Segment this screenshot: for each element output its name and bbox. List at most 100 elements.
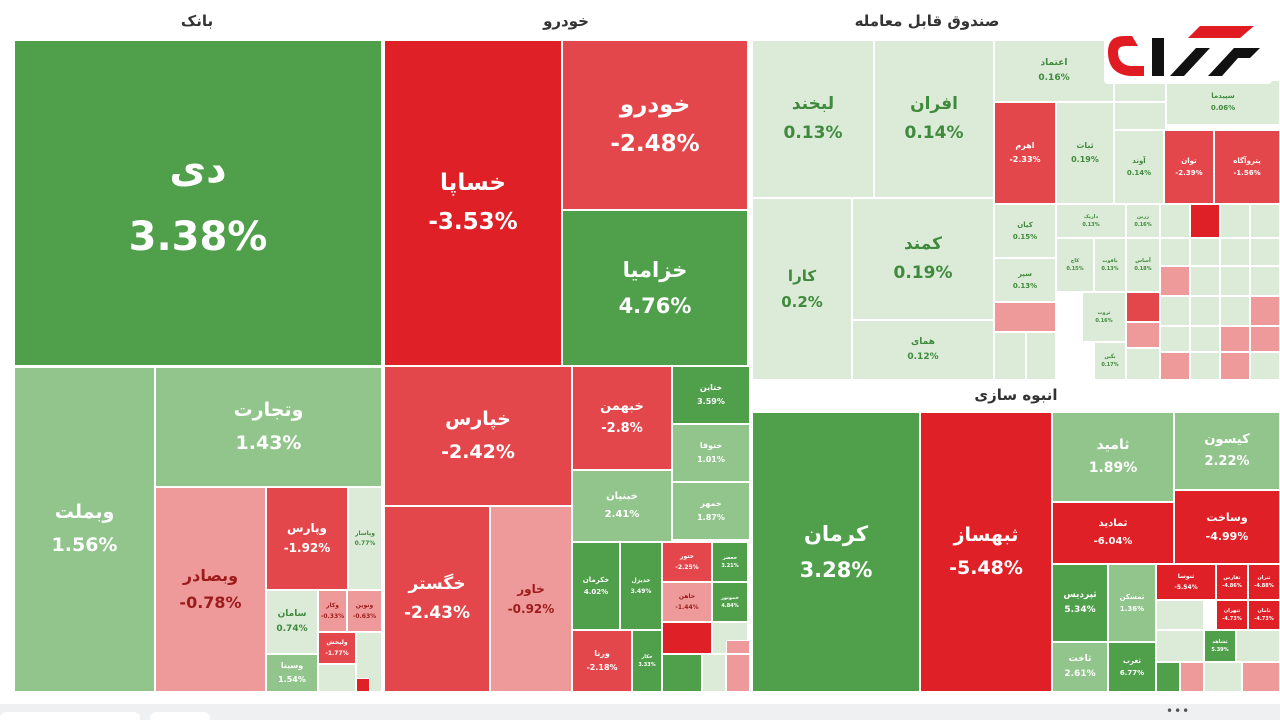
treemap-tile[interactable]: خکار 3.33% [632,630,662,692]
treemap-tile[interactable]: خگستر -2.43% [384,506,490,692]
treemap-tile-minor[interactable] [1180,662,1204,692]
treemap-tile-minor[interactable] [726,640,750,654]
treemap-tile-minor[interactable] [1160,326,1190,352]
treemap-tile-minor[interactable] [1250,352,1280,380]
treemap-tile[interactable]: کیسون 2.22% [1174,412,1280,490]
tab-placeholder[interactable] [0,712,140,720]
treemap-tile[interactable]: پتروآگاه -1.56% [1214,130,1280,204]
treemap-tile[interactable]: خودرو -2.48% [562,40,748,210]
treemap-tile[interactable]: اهرم -2.33% [994,102,1056,204]
treemap-tile-minor[interactable] [726,654,750,692]
treemap-tile-minor[interactable] [1220,326,1250,352]
treemap-tile-minor[interactable] [1220,296,1250,326]
treemap-tile-minor[interactable] [1156,662,1180,692]
more-icon[interactable]: ••• [1166,704,1191,718]
treemap-tile[interactable]: ختوقا 1.01% [672,424,750,482]
treemap-tile[interactable]: ثشاهد 5.39% [1204,630,1236,662]
treemap-tile[interactable]: وپاسار 0.77% [348,487,382,590]
treemap-tile[interactable]: وتجارت 1.43% [155,367,382,487]
treemap-tile[interactable]: ونوین -0.63% [347,590,382,632]
treemap-tile[interactable]: ثروت 0.16% [1082,292,1126,342]
treemap-tile-minor[interactable] [1156,600,1204,630]
treemap-tile[interactable]: وکار -0.33% [318,590,347,632]
treemap-tile-minor[interactable] [1190,266,1220,296]
treemap-tile-minor[interactable] [1220,266,1250,296]
treemap-tile-minor[interactable] [1220,204,1250,238]
treemap-tile[interactable]: کاج 0.15% [1056,238,1094,292]
treemap-tile[interactable]: ختاین 3.59% [672,366,750,424]
treemap-tile-minor[interactable] [1190,326,1220,352]
treemap-tile[interactable]: توان -2.39% [1164,130,1214,204]
treemap-tile[interactable]: ثبهساز -5.48% [920,412,1052,692]
treemap-tile-minor[interactable] [1250,266,1280,296]
treemap-tile-minor[interactable] [356,678,370,692]
treemap-tile[interactable]: وپارس -1.92% [266,487,348,590]
treemap-tile-minor[interactable] [662,622,712,654]
treemap-tile[interactable]: وساخت -4.99% [1174,490,1280,564]
treemap-tile[interactable]: ثغرب 6.77% [1108,642,1156,692]
treemap-tile[interactable]: خزامیا 4.76% [562,210,748,366]
treemap-tile[interactable]: افران 0.14% [874,40,994,198]
treemap-tile-minor[interactable] [1250,296,1280,326]
treemap-tile-minor[interactable] [1160,352,1190,380]
treemap-tile[interactable]: سامان 0.74% [266,590,318,654]
treemap-tile[interactable]: وبملت 1.56% [14,367,155,692]
treemap-tile-minor[interactable] [1114,102,1166,130]
treemap-tile[interactable]: ثبات 0.19% [1056,102,1114,204]
treemap-tile[interactable]: خبهمن -2.8% [572,366,672,470]
treemap-tile-minor[interactable] [1190,296,1220,326]
treemap-tile[interactable]: وبصادر -0.78% [155,487,266,692]
treemap-tile[interactable]: ثمسکن 1.36% [1108,564,1156,642]
treemap-tile-minor[interactable] [1236,630,1280,662]
treemap-tile[interactable]: خپارس -2.42% [384,366,572,506]
treemap-tile[interactable]: ثتهران -4.73% [1216,600,1248,630]
treemap-tile[interactable]: خعصر 3.21% [712,542,748,582]
treemap-tile-minor[interactable] [1204,662,1242,692]
treemap-tile-minor[interactable] [1250,326,1280,352]
treemap-tile-minor[interactable] [1126,292,1160,322]
treemap-tile[interactable]: یاقوت 0.13% [1094,238,1126,292]
treemap-tile-minor[interactable] [994,332,1026,380]
treemap-tile-minor[interactable] [1160,238,1190,266]
treemap-tile[interactable]: زرین 0.16% [1126,204,1160,238]
treemap-tile-minor[interactable] [318,664,356,692]
treemap-tile-minor[interactable] [1160,204,1190,238]
treemap-tile[interactable]: خاهن -1.44% [662,582,712,622]
treemap-tile-minor[interactable] [702,654,726,692]
treemap-tile[interactable]: سپر 0.13% [994,258,1056,302]
treemap-tile[interactable]: ولیخش -1.77% [318,632,356,664]
treemap-tile[interactable]: ثاخت 2.61% [1052,642,1108,692]
treemap-tile-minor[interactable] [1160,296,1190,326]
treemap-tile[interactable]: ثتران -4.88% [1248,564,1280,600]
treemap-tile-minor[interactable] [1026,332,1056,380]
treemap-tile[interactable]: ثامید 1.89% [1052,412,1174,502]
treemap-tile[interactable]: خاور -0.92% [490,506,572,692]
treemap-tile[interactable]: دی 3.38% [14,40,382,366]
treemap-tile[interactable]: داریک 0.13% [1056,204,1126,238]
treemap-tile-minor[interactable] [1250,204,1280,238]
treemap-tile[interactable]: خموتور 4.84% [712,582,748,622]
treemap-tile[interactable]: خمهر 1.87% [672,482,750,540]
treemap-tile[interactable]: اعتماد 0.16% [994,40,1114,102]
treemap-tile[interactable]: خدیزل 3.49% [620,542,662,630]
treemap-tile[interactable]: خکرمان 4.02% [572,542,620,630]
treemap-tile-minor[interactable] [994,302,1056,332]
treemap-tile[interactable]: کمند 0.19% [852,198,994,320]
treemap-tile-minor[interactable] [1250,238,1280,266]
treemap-tile[interactable]: نگین 0.17% [1094,342,1126,380]
treemap-tile-minor[interactable] [1126,348,1160,380]
treemap-tile-minor[interactable] [1220,238,1250,266]
treemap-tile[interactable]: ثنوسا -5.54% [1156,564,1216,600]
treemap-tile-minor[interactable] [1242,662,1280,692]
treemap-tile[interactable]: خساپا -3.53% [384,40,562,366]
treemap-tile-minor[interactable] [1156,630,1204,662]
treemap-tile[interactable]: ثامان -4.73% [1248,600,1280,630]
treemap-tile-minor[interactable] [1126,322,1160,348]
treemap-tile[interactable]: ورنا -2.18% [572,630,632,692]
treemap-tile-minor[interactable] [1160,266,1190,296]
treemap-tile-minor[interactable] [1190,238,1220,266]
treemap-tile-minor[interactable] [1190,204,1220,238]
treemap-tile-minor[interactable] [1190,352,1220,380]
treemap-tile[interactable]: ثمادید -6.04% [1052,502,1174,564]
treemap-tile[interactable]: ثپردیس 5.34% [1052,564,1108,642]
